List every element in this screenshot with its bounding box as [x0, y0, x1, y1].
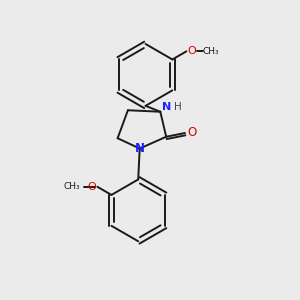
Text: N: N [162, 102, 171, 112]
Text: H: H [174, 102, 182, 112]
Text: N: N [135, 142, 145, 155]
Text: CH₃: CH₃ [63, 182, 80, 191]
Text: O: O [87, 182, 96, 192]
Text: O: O [187, 127, 196, 140]
Text: CH₃: CH₃ [202, 47, 219, 56]
Text: O: O [188, 46, 197, 56]
